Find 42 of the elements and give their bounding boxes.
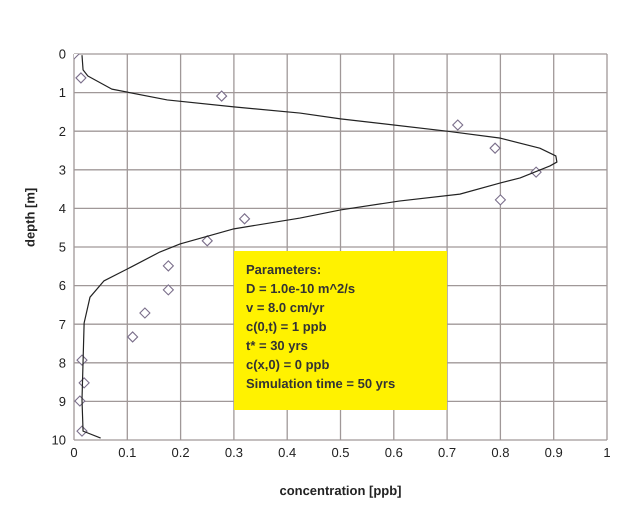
x-tick-label: 1	[603, 445, 611, 460]
x-tick-label: 0.4	[278, 445, 296, 460]
y-tick-label: 10	[52, 432, 66, 448]
annotation: Simulation time = 50 yrs	[246, 375, 396, 393]
point	[216, 90, 228, 102]
y-tick-label: 4	[58, 201, 66, 216]
annotation: Parameters:	[246, 261, 322, 279]
x-axis-title: concentration [ppb]	[279, 483, 402, 498]
annotation: c(x,0) = 0 ppb	[246, 356, 330, 374]
point	[452, 119, 464, 131]
annotation: v = 8.0 cm/yr	[246, 299, 326, 317]
annotation: c(0,t) = 1 ppb	[246, 318, 328, 336]
y-axis-title: depth [m]	[22, 188, 38, 247]
x-tick-label: 0.8	[491, 445, 510, 460]
x-tick-label: 0.2	[172, 445, 190, 460]
annotation: D = 1.0e-10 m^2/s	[246, 280, 356, 298]
x-tick-label: 0.7	[438, 445, 456, 460]
x-tick-label: 0.3	[224, 445, 243, 460]
point	[490, 142, 501, 154]
y-tick-label: 3	[58, 162, 66, 178]
point	[202, 235, 213, 246]
point	[127, 331, 138, 342]
y-tick-label: 2	[58, 124, 66, 139]
y-tick-label: 1	[58, 85, 66, 100]
point	[162, 260, 174, 272]
x-tick-label: 0	[70, 445, 78, 460]
x-tick-label: 0.1	[118, 445, 136, 460]
x-tick-label: 0.6	[384, 445, 403, 460]
y-tick-label: 6	[58, 278, 66, 294]
x-tick-label: 0.5	[331, 445, 350, 460]
y-tick-label: 7	[58, 316, 66, 332]
y-tick-label: 5	[58, 240, 66, 255]
point	[162, 284, 174, 296]
y-tick-label: 0	[58, 46, 66, 62]
x-tick-label: 0.9	[544, 445, 563, 460]
point	[239, 213, 250, 224]
point	[139, 307, 150, 319]
point	[75, 72, 86, 84]
y-tick-label: 8	[58, 355, 66, 370]
point	[494, 194, 506, 206]
annotation: t* = 30 yrs	[246, 337, 309, 355]
y-tick-label: 9	[58, 394, 66, 410]
